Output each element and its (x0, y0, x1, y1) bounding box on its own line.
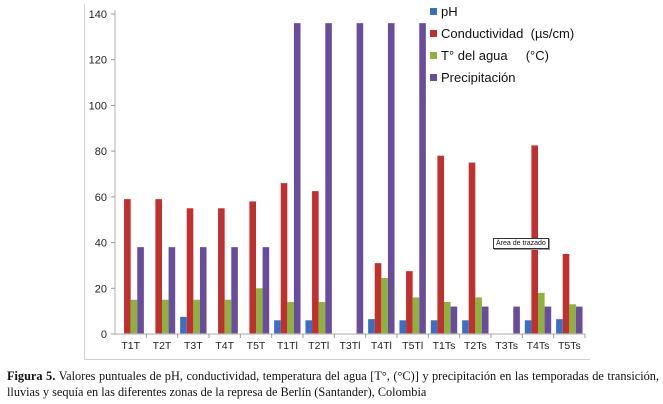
bar-T3T-2 (193, 299, 200, 334)
legend-label: T° del agua (°C) (441, 48, 549, 63)
x-tick-label: T2Ts (464, 340, 487, 352)
x-tick-label: T5T (247, 340, 266, 352)
x-tick-label: T1Ts (433, 340, 456, 352)
x-tick-label: T2Tl (308, 340, 329, 352)
x-tick-label: T1T (121, 340, 140, 352)
bar-T2T-1 (155, 199, 162, 334)
bar-T5T-3 (262, 247, 270, 334)
bar-T2T-2 (162, 299, 169, 334)
bar-T2Ts-0 (462, 320, 469, 334)
y-tick-label: 140 (89, 9, 107, 21)
bar-T1Tl-3 (293, 23, 301, 335)
bar-T4Tl-1 (374, 263, 382, 334)
bar-T3Tl-3 (356, 23, 364, 335)
bar-T2Tl-0 (305, 320, 313, 334)
bar-T5Ts-3 (575, 306, 583, 334)
bar-T1Tl-2 (287, 302, 294, 334)
figure-caption: Figura 5. Valores puntuales de pH, condu… (7, 369, 659, 400)
bar-T5Ts-0 (556, 319, 563, 334)
legend-swatch (430, 30, 437, 37)
bar-T2Tl-2 (318, 302, 326, 334)
y-tick-label: 120 (89, 55, 107, 67)
bar-T5Tl-2 (412, 297, 420, 334)
bar-T1Tl-1 (280, 183, 288, 334)
legend-swatch (430, 8, 437, 15)
bar-T4Ts-0 (524, 320, 532, 334)
bar-T4Tl-3 (387, 23, 395, 335)
y-axis: 0 20 40 60 80 100 120 140 (89, 9, 116, 341)
bar-T4T-2 (224, 299, 232, 334)
bar-T2Tl-1 (312, 191, 319, 334)
bar-T5Tl-3 (419, 23, 426, 335)
bar-T1T-2 (130, 299, 138, 334)
x-tick-label: T4Ts (527, 340, 550, 352)
y-tick-label: 20 (95, 283, 107, 295)
x-tick-label: T3T (184, 340, 203, 352)
bar-T2Ts-1 (468, 162, 476, 334)
bar-T4Ts-3 (544, 306, 552, 334)
legend-swatch (430, 52, 437, 59)
bar-T1T-1 (124, 199, 131, 334)
caption-text: Valores puntuales de pH, conductividad, … (7, 369, 659, 399)
legend-label: Precipitación (441, 70, 515, 85)
legend-swatch (430, 74, 437, 81)
x-tick-label: T3Ts (495, 340, 518, 352)
bar-T2Ts-2 (475, 297, 482, 334)
y-tick-label: 60 (95, 192, 107, 204)
legend-label: pH (441, 4, 458, 19)
bars (124, 23, 583, 335)
bar-T1Ts-1 (437, 155, 444, 334)
bar-T2Ts-3 (481, 306, 489, 334)
x-axis: T1T T2T T3T T4T T5T T1Tl T2Tl T3Tl T4Tl T5Tl T1Ts T… (115, 333, 586, 352)
bar-T5Tl-0 (399, 320, 407, 334)
bar-T1Tl-0 (274, 320, 281, 334)
x-tick-label: T2T (153, 340, 172, 352)
bar-T5T-1 (249, 201, 256, 334)
y-tick-label: 40 (95, 238, 107, 250)
bar-T4T-1 (218, 208, 225, 334)
bar-T3T-1 (186, 208, 194, 334)
bar-T4Tl-2 (381, 278, 388, 334)
bar-T3T-0 (180, 316, 187, 334)
x-tick-label: T5Ts (558, 340, 581, 352)
bar-T1Ts-2 (444, 302, 451, 334)
x-tick-label: T5Tl (402, 340, 423, 352)
y-tick-label: 100 (89, 100, 107, 112)
bar-T5Tl-1 (406, 271, 413, 334)
chart-frame (84, 4, 590, 360)
x-tick-label: T4Tl (371, 340, 392, 352)
bar-T5T-2 (256, 288, 263, 334)
bar-T4T-3 (231, 247, 238, 334)
bar-T1Ts-3 (450, 306, 458, 334)
x-tick-label: T4T (215, 340, 234, 352)
legend: pH Conductividad (µs/cm) T° del agua (°C) P… (430, 4, 574, 85)
bar-T5Ts-1 (562, 254, 570, 334)
bar-T4Ts-2 (538, 292, 545, 334)
y-tick-label: 0 (101, 329, 107, 341)
bar-T3T-3 (199, 247, 207, 334)
plot-area-tooltip: Área de trazado (493, 238, 549, 249)
bar-T3Ts-3 (513, 306, 520, 334)
bar-T2T-3 (168, 247, 176, 334)
bar-T1Ts-0 (430, 320, 438, 334)
bar-T5Ts-2 (569, 304, 576, 334)
caption-label: Figura 5. (7, 369, 56, 383)
x-tick-label: T3Tl (340, 340, 361, 352)
bar-T2Tl-3 (325, 23, 332, 335)
bar-chart: 0 20 40 60 80 100 120 140 T1T T2T T3T T4T T5T T1Tl T2… (89, 4, 586, 352)
y-tick-label: 80 (95, 146, 107, 158)
bar-T1T-3 (137, 247, 144, 334)
x-tick-label: T1Tl (277, 340, 298, 352)
legend-label: Conductividad (µs/cm) (441, 26, 574, 41)
bar-T4Tl-0 (368, 319, 375, 334)
